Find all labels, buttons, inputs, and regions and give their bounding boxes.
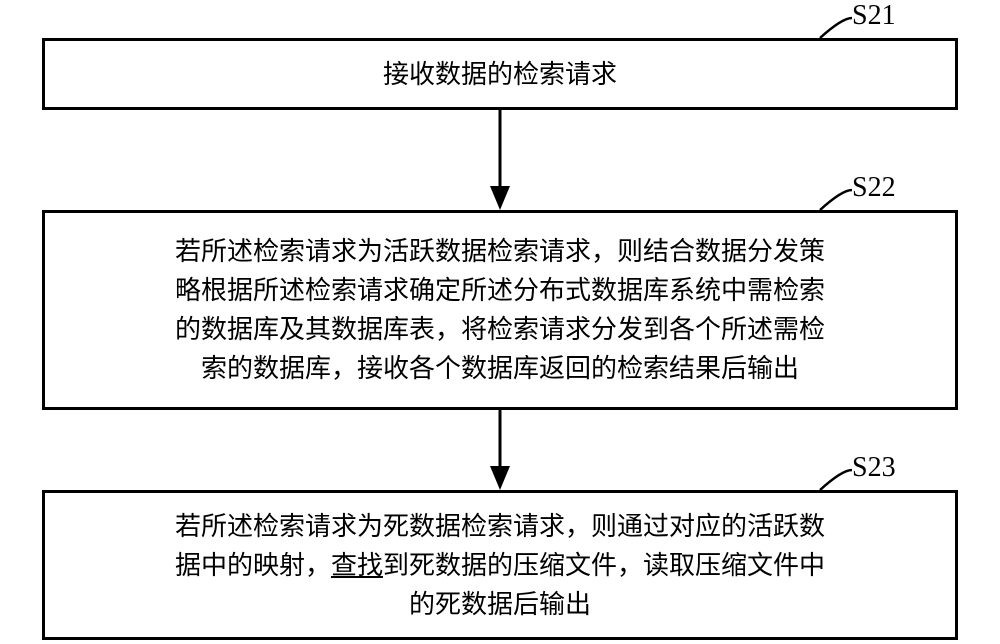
flow-node-s23-line2: 的死数据后输出 <box>409 590 591 619</box>
flow-node-s21-text: 接收数据的检索请求 <box>383 55 617 94</box>
flow-node-s22: 若所述检索请求为活跃数据检索请求，则结合数据分发策 略根据所述检索请求确定所述分… <box>42 210 958 410</box>
flow-node-s23-line0: 若所述检索请求为死数据检索请求，则通过对应的活跃数 <box>175 512 825 541</box>
arrow-s21-s22-head <box>490 186 510 210</box>
flow-node-s22-text: 若所述检索请求为活跃数据检索请求，则结合数据分发策 略根据所述检索请求确定所述分… <box>175 232 825 388</box>
flow-label-s21-text: S21 <box>852 0 896 31</box>
callout-s23 <box>820 470 852 490</box>
underlined-text: 查找 <box>331 551 383 580</box>
callout-s21 <box>820 18 852 38</box>
flow-node-s22-line3: 索的数据库，接收各个数据库返回的检索结果后输出 <box>201 354 799 383</box>
flow-node-s22-line1: 略根据所述检索请求确定所述分布式数据库系统中需检索 <box>175 276 825 305</box>
flow-label-s22: S22 <box>852 172 896 204</box>
flow-node-s23-text: 若所述检索请求为死数据检索请求，则通过对应的活跃数 据中的映射，查找到死数据的压… <box>175 507 825 624</box>
callout-s22 <box>820 190 852 210</box>
flow-label-s21: S21 <box>852 0 896 32</box>
flow-label-s22-text: S22 <box>852 172 896 203</box>
flow-label-s23-text: S23 <box>852 452 896 483</box>
flow-node-s22-line0: 若所述检索请求为活跃数据检索请求，则结合数据分发策 <box>175 237 825 266</box>
flow-node-s21: 接收数据的检索请求 <box>42 38 958 110</box>
flow-node-s23-line1: 据中的映射，查找到死数据的压缩文件，读取压缩文件中 <box>175 551 825 580</box>
flowchart-diagram: 接收数据的检索请求 S21 若所述检索请求为活跃数据检索请求，则结合数据分发策 … <box>0 0 1000 644</box>
flow-node-s23: 若所述检索请求为死数据检索请求，则通过对应的活跃数 据中的映射，查找到死数据的压… <box>42 490 958 640</box>
flow-node-s22-line2: 的数据库及其数据库表，将检索请求分发到各个所述需检 <box>175 315 825 344</box>
arrow-s22-s23-head <box>490 466 510 490</box>
flow-label-s23: S23 <box>852 452 896 484</box>
